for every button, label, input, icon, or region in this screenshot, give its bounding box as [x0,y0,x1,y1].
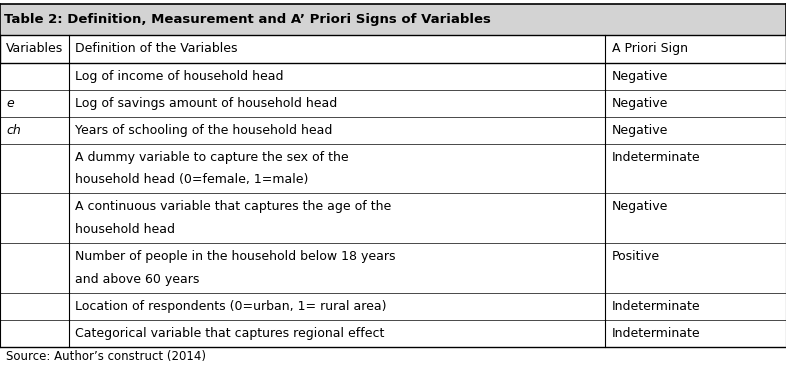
Text: Log of savings amount of household head: Log of savings amount of household head [75,97,338,110]
Text: and above 60 years: and above 60 years [75,273,200,286]
Bar [0,320,786,347]
Text: Definition of the Variables: Definition of the Variables [75,42,238,55]
Bar [0,144,786,193]
Bar [0,243,786,293]
Text: Positive: Positive [612,250,659,263]
Text: Negative: Negative [612,70,668,83]
Text: A Priori Sign: A Priori Sign [612,42,688,55]
Text: Table 2: Definition, Measurement and A’ Priori Signs of Variables: Table 2: Definition, Measurement and A’ … [4,13,490,26]
Bar [0,4,786,35]
Text: Variables: Variables [6,42,64,55]
Bar [0,193,786,243]
Bar [0,116,786,144]
Text: Indeterminate: Indeterminate [612,300,700,313]
Text: Log of income of household head: Log of income of household head [75,70,284,83]
Text: Years of schooling of the household head: Years of schooling of the household head [75,124,332,137]
Text: Indeterminate: Indeterminate [612,151,700,164]
Text: Source: Author’s construct (2014): Source: Author’s construct (2014) [6,350,206,363]
Text: Categorical variable that captures regional effect: Categorical variable that captures regio… [75,327,385,340]
Text: household head: household head [75,223,175,236]
Bar [0,62,786,90]
Text: Negative: Negative [612,124,668,137]
Text: A dummy variable to capture the sex of the: A dummy variable to capture the sex of t… [75,151,349,164]
Text: ch: ch [6,124,21,137]
Bar [0,35,786,62]
Text: Negative: Negative [612,97,668,110]
Bar [0,90,786,116]
Text: A continuous variable that captures the age of the: A continuous variable that captures the … [75,200,391,213]
Text: Location of respondents (0=urban, 1= rural area): Location of respondents (0=urban, 1= rur… [75,300,387,313]
Text: Indeterminate: Indeterminate [612,327,700,340]
Text: household head (0=female, 1=male): household head (0=female, 1=male) [75,173,309,186]
Bar [0,293,786,320]
Text: Negative: Negative [612,200,668,213]
Text: e: e [6,97,14,110]
Text: Number of people in the household below 18 years: Number of people in the household below … [75,250,396,263]
